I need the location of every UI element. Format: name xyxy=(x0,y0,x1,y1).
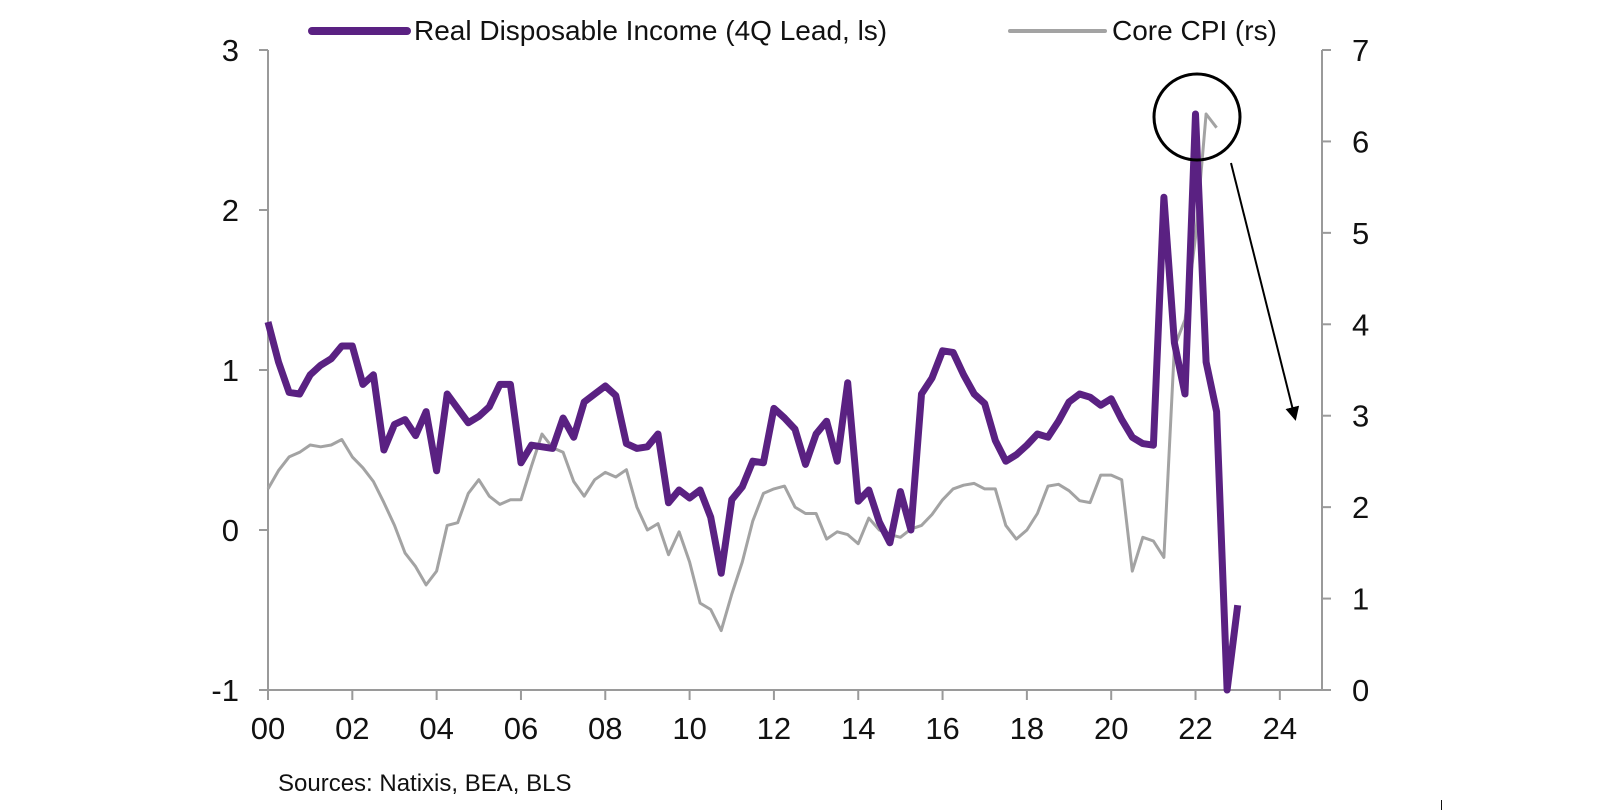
legend-cpi-label: Core CPI (rs) xyxy=(1112,15,1277,46)
left-tick-label: 3 xyxy=(222,33,239,68)
x-tick-label: 22 xyxy=(1178,711,1212,746)
left-tick-label: 0 xyxy=(222,513,239,548)
legend-income-label: Real Disposable Income (4Q Lead, ls) xyxy=(414,15,887,46)
right-tick-label: 3 xyxy=(1352,399,1369,434)
source-note: Sources: Natixis, BEA, BLS xyxy=(278,770,572,797)
series-line-core-cpi xyxy=(266,112,1218,633)
left-tick-label: 1 xyxy=(222,353,239,388)
annotations xyxy=(1152,72,1300,421)
x-tick-label: 14 xyxy=(841,711,875,746)
right-tick-label: 4 xyxy=(1352,307,1369,342)
left-axis-ticks: -1 0 1 2 3 xyxy=(211,33,268,708)
x-axis-ticks: 00 02 04 06 08 10 12 14 16 18 20 22 24 xyxy=(251,690,1297,746)
x-tick-label: 06 xyxy=(504,711,538,746)
corner-mark xyxy=(1441,800,1442,810)
downward-arrow xyxy=(1230,162,1300,421)
right-tick-label: 1 xyxy=(1352,582,1369,617)
x-tick-label: 18 xyxy=(1010,711,1044,746)
series-line-real-disposable-income xyxy=(264,110,1242,694)
x-tick-label: 10 xyxy=(672,711,706,746)
series-layer xyxy=(264,110,1242,694)
right-axis-ticks: 0 1 2 3 4 5 6 7 xyxy=(1322,33,1369,708)
x-tick-label: 20 xyxy=(1094,711,1128,746)
x-tick-label: 16 xyxy=(925,711,959,746)
right-tick-label: 2 xyxy=(1352,490,1369,525)
right-tick-label: 5 xyxy=(1352,216,1369,251)
x-tick-label: 04 xyxy=(419,711,453,746)
right-tick-label: 6 xyxy=(1352,124,1369,159)
right-tick-label: 0 xyxy=(1352,673,1369,708)
right-tick-label: 7 xyxy=(1352,33,1369,68)
x-tick-label: 12 xyxy=(757,711,791,746)
x-tick-label: 00 xyxy=(251,711,285,746)
peak-highlight-circle xyxy=(1152,72,1242,162)
x-tick-label: 24 xyxy=(1263,711,1297,746)
left-tick-label: 2 xyxy=(222,193,239,228)
left-tick-label: -1 xyxy=(211,673,239,708)
x-tick-label: 08 xyxy=(588,711,622,746)
legend: Real Disposable Income (4Q Lead, ls) Cor… xyxy=(308,15,1277,46)
x-tick-label: 02 xyxy=(335,711,369,746)
